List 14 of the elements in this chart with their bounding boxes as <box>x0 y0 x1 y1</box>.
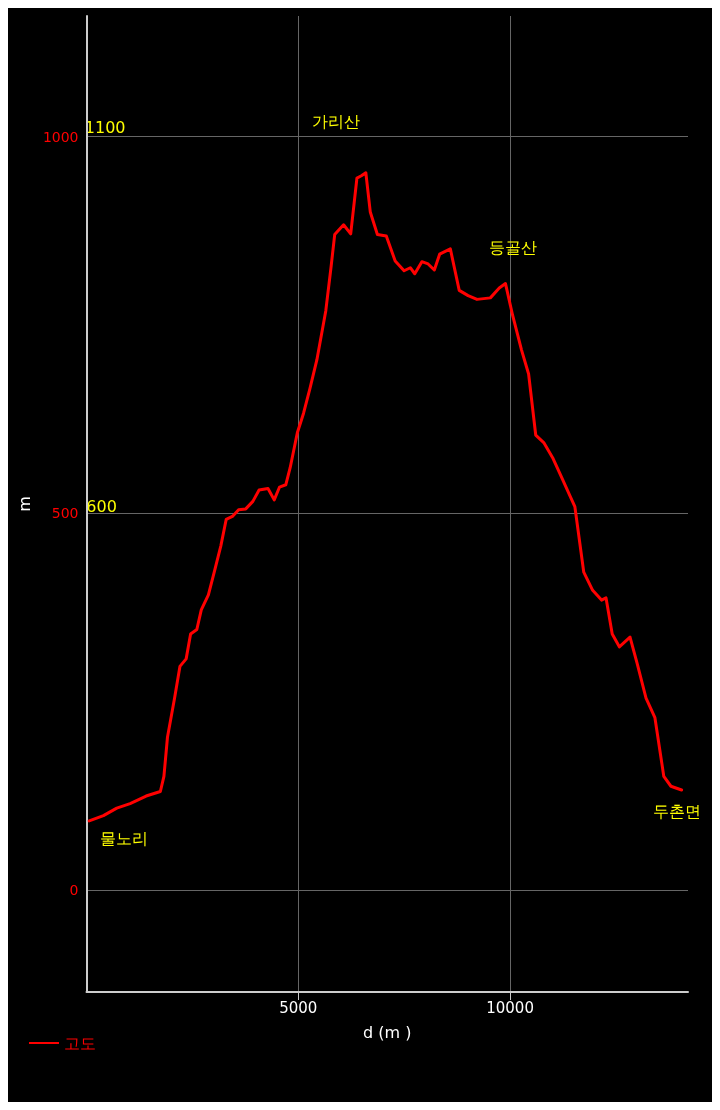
y-axis-title: m <box>14 496 34 512</box>
y-tick-label: 1000 <box>42 128 79 145</box>
annotation: 1100 <box>84 117 126 137</box>
y-tick-label: 500 <box>51 505 79 522</box>
x-axis-title: d (m ) <box>363 1022 412 1042</box>
annotation: 두촌면 <box>653 801 702 821</box>
y-tick-label: 0 <box>69 882 79 899</box>
annotation: 물노리 <box>100 829 149 849</box>
x-tick-label: 10000 <box>486 998 534 1017</box>
annotation: 등골산 <box>488 237 537 257</box>
annotation: 가리산 <box>311 111 360 131</box>
annotation: 600 <box>86 497 117 517</box>
legend-label: 고도 <box>64 1033 96 1053</box>
x-tick-label: 5000 <box>279 998 318 1017</box>
